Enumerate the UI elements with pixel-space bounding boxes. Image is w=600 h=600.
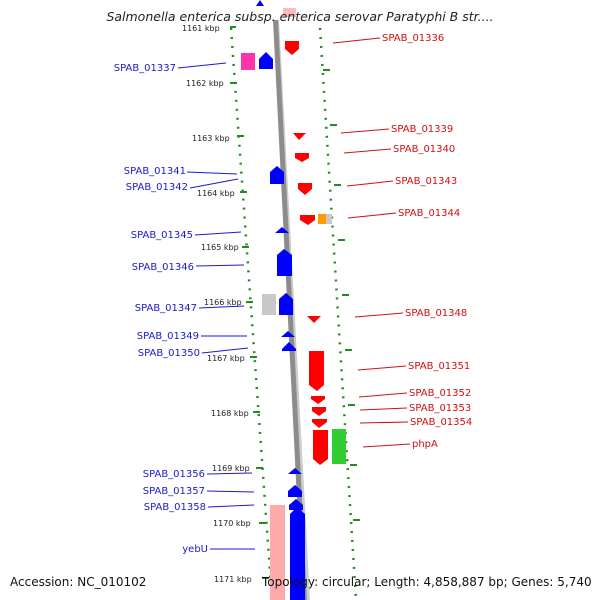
gene-label[interactable]: SPAB_01339 [391,124,453,135]
gene-arrow-forward[interactable] [279,293,293,315]
kbp-label: 1163 kbp [192,134,230,143]
gene-box-magenta[interactable] [241,53,255,70]
gene-label[interactable]: SPAB_01340 [393,144,455,155]
topology-text: Topology: circular; Length: 4,858,887 bp… [262,575,592,589]
gene-label[interactable]: SPAB_01347 [135,303,197,314]
kbp-label: 1165 kbp [201,243,239,252]
map-title: Salmonella enterica subsp. enterica sero… [106,9,494,24]
gene-label[interactable]: SPAB_01337 [114,63,176,74]
kbp-label: 1162 kbp [186,79,224,88]
gene-label[interactable]: SPAB_01349 [137,331,199,342]
gene-label[interactable]: SPAB_01356 [143,469,205,480]
kbp-label: 1167 kbp [207,354,245,363]
ruler-track-outer [318,27,358,600]
ruler-track-inner [229,27,274,600]
gene-label[interactable]: SPAB_01354 [410,417,472,428]
kbp-label: 1164 kbp [197,189,235,198]
gene-arrow-reverse[interactable] [298,183,312,195]
gene-arrow-forward[interactable] [259,52,273,69]
gene-arrow-forward[interactable] [288,468,302,474]
gene-box-pink[interactable] [270,505,285,600]
gene-label[interactable]: phpA [412,439,438,450]
kbp-label: 1161 kbp [182,24,220,33]
gene-arrow-reverse[interactable] [293,133,306,140]
left-leader-lines [177,62,255,550]
gene-arrow-forward[interactable] [289,499,303,510]
gene-label[interactable]: SPAB_01358 [144,502,206,513]
gene-arrow-reverse[interactable] [300,215,315,225]
kbp-label: 1170 kbp [213,519,251,528]
gene-arrow-reverse[interactable] [309,351,324,391]
gene-label[interactable]: SPAB_01352 [409,388,471,399]
gene-arrow-reverse[interactable] [313,430,328,465]
gene-box-green[interactable] [332,429,346,464]
gene-label[interactable]: SPAB_01342 [126,182,188,193]
gene-arrow-forward[interactable] [256,0,264,6]
gene-label[interactable]: SPAB_01351 [408,361,470,372]
gene-arrow-reverse[interactable] [307,316,321,323]
gene-arrow-forward[interactable] [290,507,305,600]
gene-label[interactable]: SPAB_01341 [124,166,186,177]
gene-arrow-forward[interactable] [281,331,295,337]
kbp-label: 1171 kbp [214,575,252,584]
kbp-label: 1166 kbp [204,298,242,307]
gene-label[interactable]: SPAB_01357 [143,486,205,497]
left-gene-labels: SPAB_01337 SPAB_01341 SPAB_01342 SPAB_01… [114,63,208,555]
gene-label[interactable]: SPAB_01344 [398,208,460,219]
gene-arrow-reverse[interactable] [285,41,299,55]
gene-arrow-reverse[interactable] [312,419,327,428]
kbp-label: 1169 kbp [212,464,250,473]
kbp-label: 1168 kbp [211,409,249,418]
gene-label[interactable]: SPAB_01346 [132,262,194,273]
gene-label[interactable]: SPAB_01336 [382,33,444,44]
gene-label[interactable]: yebU [182,544,208,555]
gene-label[interactable]: SPAB_01353 [409,403,471,414]
pseudogene-feature[interactable] [326,214,332,224]
gene-label[interactable]: SPAB_01348 [405,308,467,319]
gene-arrow-forward[interactable] [275,227,289,233]
gene-features [241,0,346,600]
rna-feature[interactable] [318,214,326,224]
kbp-labels: 1161 kbp 1162 kbp 1163 kbp 1164 kbp 1165… [182,24,252,584]
gene-arrow-forward[interactable] [277,249,292,276]
gene-label[interactable]: SPAB_01343 [395,176,457,187]
kbp-ticks [230,26,360,579]
pseudogene-feature[interactable] [262,294,276,315]
gene-arrow-forward[interactable] [288,485,302,497]
right-leader-lines [332,37,411,448]
gene-arrow-reverse[interactable] [295,153,309,162]
gene-arrow-reverse[interactable] [311,396,325,404]
right-gene-labels: SPAB_01336 SPAB_01339 SPAB_01340 SPAB_01… [382,33,472,450]
gene-label[interactable]: SPAB_01350 [138,348,200,359]
accession-text: Accession: NC_010102 [10,575,147,589]
gene-arrow-forward[interactable] [270,166,284,184]
gene-arrow-reverse[interactable] [312,407,326,416]
gene-box-pink[interactable] [283,8,296,17]
gene-label[interactable]: SPAB_01345 [131,230,193,241]
gene-arrow-forward[interactable] [282,342,296,351]
